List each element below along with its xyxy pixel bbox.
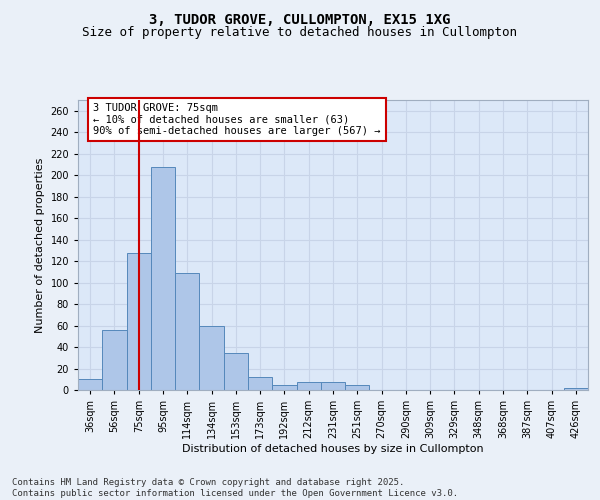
- Text: 3, TUDOR GROVE, CULLOMPTON, EX15 1XG: 3, TUDOR GROVE, CULLOMPTON, EX15 1XG: [149, 12, 451, 26]
- Bar: [224, 354, 248, 390]
- Bar: [127, 252, 151, 390]
- Bar: [151, 166, 175, 390]
- Bar: [102, 330, 127, 390]
- Text: 3 TUDOR GROVE: 75sqm
← 10% of detached houses are smaller (63)
90% of semi-detac: 3 TUDOR GROVE: 75sqm ← 10% of detached h…: [94, 103, 381, 136]
- Text: Size of property relative to detached houses in Cullompton: Size of property relative to detached ho…: [83, 26, 517, 39]
- Bar: [248, 377, 272, 390]
- Bar: [345, 384, 370, 390]
- Bar: [321, 382, 345, 390]
- Text: Contains HM Land Registry data © Crown copyright and database right 2025.
Contai: Contains HM Land Registry data © Crown c…: [12, 478, 458, 498]
- Bar: [175, 273, 199, 390]
- Bar: [296, 382, 321, 390]
- X-axis label: Distribution of detached houses by size in Cullompton: Distribution of detached houses by size …: [182, 444, 484, 454]
- Y-axis label: Number of detached properties: Number of detached properties: [35, 158, 45, 332]
- Bar: [272, 384, 296, 390]
- Bar: [78, 380, 102, 390]
- Bar: [564, 388, 588, 390]
- Bar: [199, 326, 224, 390]
